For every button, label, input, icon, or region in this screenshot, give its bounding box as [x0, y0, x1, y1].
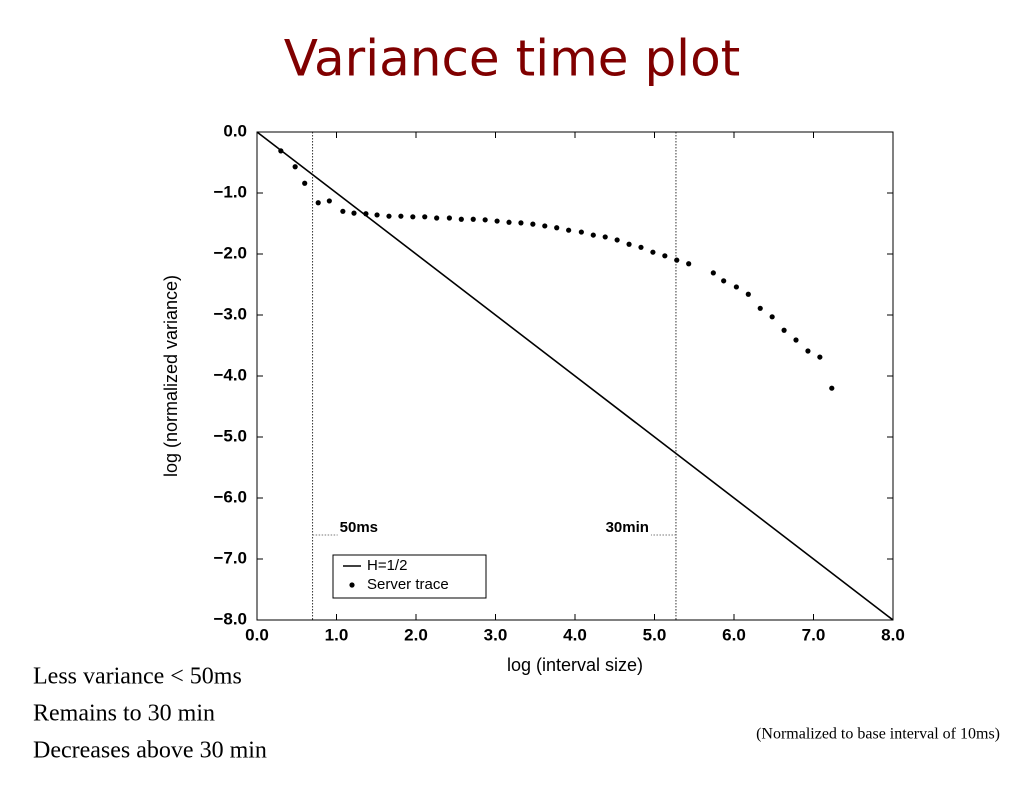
- note: (Normalized to base interval of 10ms): [756, 726, 1000, 743]
- y-tick-label: −4.0: [213, 365, 247, 384]
- data-point: [374, 212, 380, 218]
- x-tick-label: 4.0: [563, 625, 587, 644]
- data-point: [506, 219, 512, 225]
- data-point: [757, 305, 763, 311]
- y-tick-label: −1.0: [213, 182, 247, 201]
- legend-label: Server trace: [367, 576, 449, 593]
- data-point: [518, 220, 524, 226]
- data-point: [494, 218, 500, 224]
- data-point: [721, 278, 727, 284]
- annotation: 30min: [606, 519, 649, 536]
- annotation: 50ms: [340, 519, 378, 536]
- data-point: [686, 261, 692, 267]
- data-point: [769, 314, 775, 320]
- data-point: [578, 229, 584, 235]
- data-point: [315, 200, 321, 206]
- data-point: [817, 354, 823, 360]
- data-point: [292, 164, 298, 170]
- data-point: [638, 244, 644, 250]
- data-point: [781, 327, 787, 333]
- legend-label: H=1/2: [367, 557, 407, 574]
- data-point: [278, 148, 284, 154]
- y-tick-label: −6.0: [213, 487, 247, 506]
- data-point: [602, 234, 608, 240]
- data-point: [650, 249, 656, 255]
- legend-box: [332, 554, 487, 599]
- data-point: [554, 225, 560, 231]
- data-point: [793, 337, 799, 343]
- x-axis-label: log (interval size): [507, 655, 643, 675]
- data-point: [674, 257, 680, 263]
- data-point: [351, 210, 357, 216]
- data-point: [340, 208, 346, 214]
- data-point: [530, 221, 536, 227]
- x-tick-label: 2.0: [404, 625, 428, 644]
- data-point: [398, 213, 404, 219]
- y-tick-label: −5.0: [213, 426, 247, 445]
- data-point: [662, 253, 668, 259]
- data-point: [626, 241, 632, 247]
- data-point: [446, 215, 452, 221]
- data-point: [805, 348, 811, 354]
- y-axis-label: log (normalized variance): [161, 275, 181, 477]
- data-point: [829, 385, 835, 391]
- x-tick-label: 8.0: [881, 625, 905, 644]
- data-point: [542, 223, 548, 229]
- x-tick-label: 1.0: [325, 625, 349, 644]
- x-tick-label: 0.0: [245, 625, 269, 644]
- x-tick-label: 6.0: [722, 625, 746, 644]
- data-point: [422, 214, 428, 220]
- data-point: [386, 213, 392, 219]
- bullet: Less variance < 50ms: [33, 664, 242, 690]
- data-point: [745, 291, 751, 297]
- data-point: [470, 216, 476, 222]
- bullet: Decreases above 30 min: [33, 738, 267, 764]
- slide-title: Variance time plot: [284, 30, 741, 88]
- data-point: [363, 211, 369, 217]
- data-point: [710, 270, 716, 276]
- y-tick-label: 0.0: [223, 121, 247, 140]
- data-point: [614, 237, 620, 243]
- legend-swatch: [349, 582, 355, 588]
- line-series: [256, 131, 894, 621]
- y-tick-label: −8.0: [213, 609, 247, 628]
- data-point: [733, 284, 739, 290]
- x-tick-label: 7.0: [802, 625, 826, 644]
- y-tick-label: −7.0: [213, 548, 247, 567]
- data-point: [590, 232, 596, 238]
- data-point: [410, 214, 416, 220]
- y-tick-label: −2.0: [213, 243, 247, 262]
- data-point: [326, 198, 332, 204]
- data-point: [302, 180, 308, 186]
- data-point: [566, 227, 572, 233]
- data-point: [434, 215, 440, 221]
- x-tick-label: 3.0: [484, 625, 508, 644]
- bullet: Remains to 30 min: [33, 701, 215, 727]
- y-tick-label: −3.0: [213, 304, 247, 323]
- x-tick-label: 5.0: [643, 625, 667, 644]
- data-point: [458, 216, 464, 222]
- data-point: [482, 217, 488, 223]
